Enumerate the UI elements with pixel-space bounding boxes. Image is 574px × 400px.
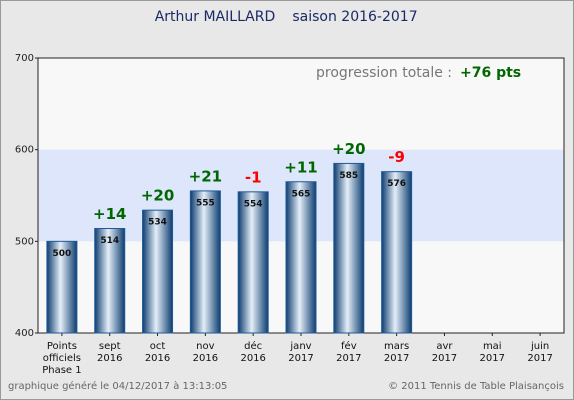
value-label: 576: [387, 179, 406, 189]
x-tick-label: 2017: [527, 353, 552, 364]
y-tick-label: 400: [15, 328, 34, 339]
x-tick-label: Points: [47, 341, 77, 352]
value-label: 534: [148, 218, 167, 228]
x-tick-label: avr: [436, 341, 453, 352]
value-label: 585: [339, 171, 358, 181]
x-tick-label: mai: [483, 341, 502, 352]
change-label: +20: [332, 140, 365, 158]
change-label: +11: [284, 158, 317, 176]
change-label: -9: [388, 148, 405, 166]
x-tick-label: nov: [196, 341, 214, 352]
value-label: 514: [100, 236, 119, 246]
bar: [142, 209, 174, 334]
bar: [333, 162, 365, 334]
change-label: +21: [189, 167, 222, 185]
x-tick-label: Phase 1: [42, 365, 81, 376]
x-tick-label: 2016: [193, 353, 218, 364]
bar: [237, 191, 269, 334]
summary-label: progression totale :: [316, 65, 452, 81]
x-tick-label: fév: [341, 340, 357, 352]
x-tick-label: 2017: [480, 353, 505, 364]
x-tick-label: janv: [289, 341, 311, 352]
bar: [94, 228, 126, 334]
x-tick-label: 2017: [288, 353, 313, 364]
bar: [46, 240, 78, 334]
x-tick-label: 2017: [432, 353, 457, 364]
change-label: -1: [245, 168, 262, 186]
x-tick-label: 2016: [240, 353, 265, 364]
footer-right: © 2011 Tennis de Table Plaisançois: [388, 381, 564, 392]
x-tick-label: sept: [99, 341, 121, 352]
change-label: +20: [141, 187, 174, 205]
chart-title: Arthur MAILLARD: [155, 9, 276, 25]
value-label: 500: [53, 249, 72, 259]
x-tick-label: officiels: [43, 353, 81, 364]
bar: [189, 190, 221, 334]
x-tick-label: 2017: [384, 353, 409, 364]
summary-value: +76 pts: [460, 65, 521, 81]
chart-subtitle: saison 2016-2017: [292, 9, 417, 25]
value-label: 554: [244, 199, 263, 209]
bar: [381, 171, 413, 334]
y-tick-label: 500: [15, 236, 34, 247]
x-tick-label: oct: [150, 341, 166, 352]
x-tick-label: déc: [244, 340, 262, 352]
y-tick-label: 600: [15, 145, 34, 156]
y-tick-label: 700: [15, 53, 34, 64]
x-tick-label: 2016: [97, 353, 122, 364]
value-label: 565: [292, 189, 311, 199]
bar: [285, 181, 317, 334]
value-label: 555: [196, 198, 215, 208]
x-tick-label: 2017: [336, 353, 361, 364]
change-label: +14: [93, 205, 126, 223]
footer-left: graphique généré le 04/12/2017 à 13:13:0…: [8, 380, 227, 392]
x-tick-label: juin: [530, 341, 549, 352]
x-tick-label: 2016: [145, 353, 170, 364]
x-tick-label: mars: [384, 341, 409, 352]
